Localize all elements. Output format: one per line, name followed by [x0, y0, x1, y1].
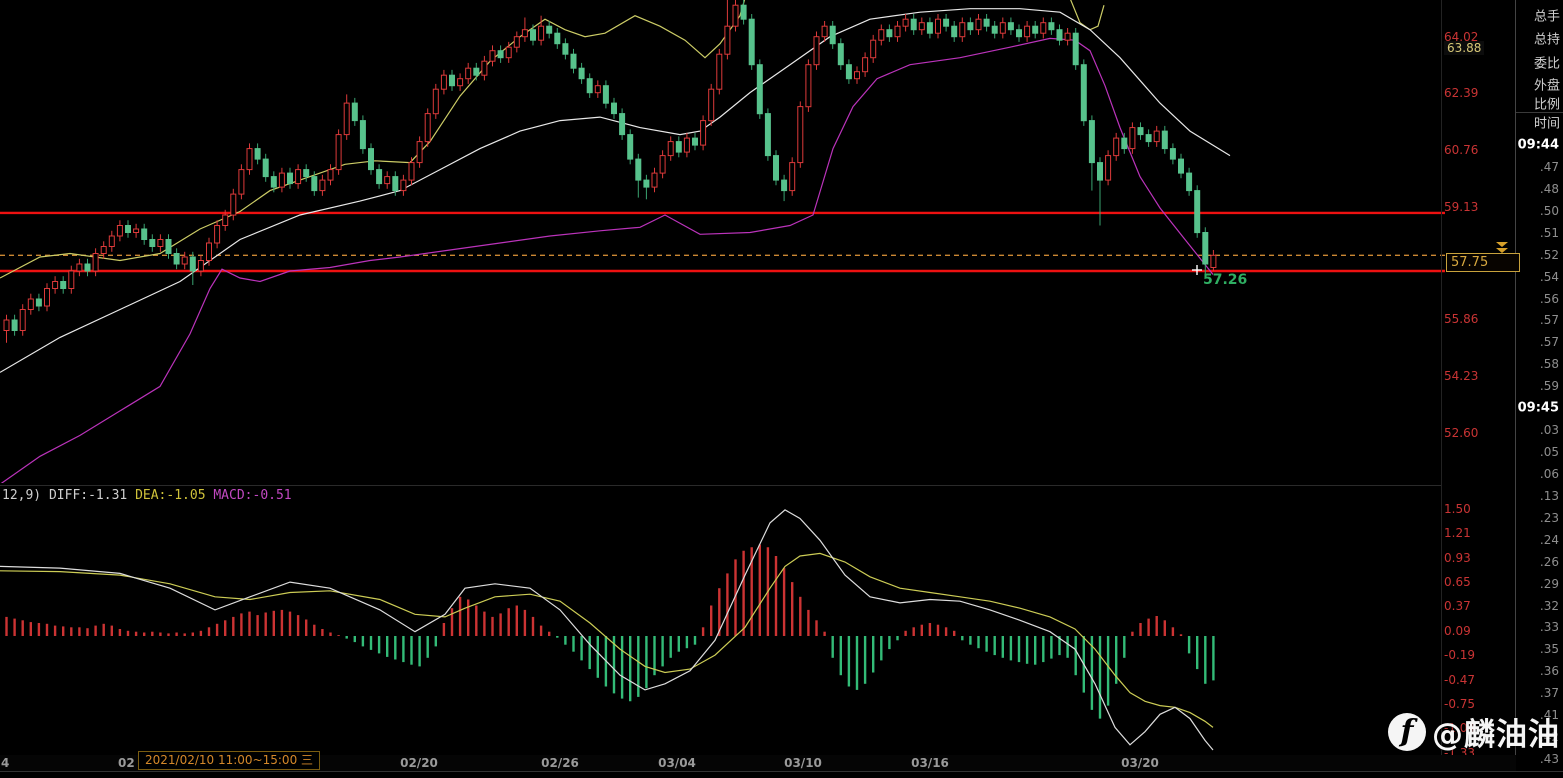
macd-params: 12,9): [2, 488, 42, 503]
tick-price-row: .43: [1539, 752, 1559, 767]
tick-price-row: .58: [1539, 357, 1559, 372]
tick-price-row: .48: [1539, 181, 1559, 196]
tick-price-row: .35: [1539, 642, 1559, 657]
watermark: f @麟油油: [1388, 709, 1560, 754]
crosshair-marker: [1192, 265, 1202, 275]
tick-price-row: .29: [1539, 576, 1559, 591]
tick-price-row: .06: [1539, 466, 1559, 481]
double-down-arrow-icon[interactable]: [1496, 242, 1508, 254]
main-price-chart[interactable]: [0, 0, 1445, 483]
tick-price-row: .41: [1539, 708, 1559, 723]
macd-indicator-chart[interactable]: [0, 505, 1445, 755]
macd-axis-label: 0.65: [1444, 575, 1471, 589]
tick-time-row: 09:45: [1517, 400, 1559, 416]
diff-value: DIFF:-1.31: [48, 488, 128, 503]
tick-price-row: .36: [1539, 664, 1559, 679]
tick-price-row: .42: [1539, 730, 1559, 745]
date-axis-label: 4: [1, 756, 10, 770]
tick-panel-header: 时间: [1533, 116, 1560, 132]
date-axis-label: 02/26: [541, 756, 579, 770]
tick-price-row: .54: [1539, 269, 1559, 284]
tick-price-row: .32: [1539, 598, 1559, 613]
tick-time-row: 09:44: [1517, 137, 1559, 153]
tick-price-row: .23: [1539, 510, 1559, 525]
macd-axis-label: -0.47: [1444, 673, 1476, 687]
tick-price-row: .26: [1539, 554, 1559, 569]
price-axis-label: 63.88: [1444, 41, 1485, 55]
app-logo-icon: f: [1388, 712, 1426, 751]
tick-trade-panel[interactable]: 总手总持委比外盘比例时间 09:44 .47 .48 .50 .51 .52 .54 .56 .5…: [1516, 0, 1563, 770]
datetime-tooltip: 2021/02/10 11:00~15:00 三: [138, 751, 321, 770]
pane-divider: [0, 485, 1441, 486]
axis-divider: [1441, 0, 1442, 755]
price-axis-label: 64.02: [1444, 30, 1479, 44]
date-axis-label: 03/10: [784, 756, 822, 770]
tick-panel-separator: [1516, 112, 1563, 113]
tick-price-row: .57: [1539, 335, 1559, 350]
macd-axis-label: 1.50: [1444, 502, 1471, 516]
macd-axis-label: -0.19: [1444, 648, 1476, 662]
tick-panel-header: 总持: [1533, 32, 1560, 48]
price-axis-label: 60.76: [1444, 143, 1479, 157]
tick-panel-divider: [1515, 0, 1516, 770]
macd-axis-label: 0.93: [1444, 551, 1471, 565]
price-axis-label: 52.60: [1444, 426, 1479, 440]
price-axis-label: 54.23: [1444, 369, 1479, 383]
date-axis-label: 02/20: [400, 756, 438, 770]
tick-price-row: .13: [1539, 488, 1559, 503]
date-axis-label: 03/04: [658, 756, 696, 770]
price-axis-label: 55.86: [1444, 312, 1479, 326]
bottom-strip: [0, 771, 1563, 778]
date-axis-label: 03/20: [1121, 756, 1159, 770]
tick-price-row: .05: [1539, 445, 1559, 460]
macd-header: 12,9) DIFF:-1.31 DEA:-1.05 MACD:-0.51: [2, 488, 292, 503]
date-axis-label: 03/16: [911, 756, 949, 770]
tick-price-row: .59: [1539, 379, 1559, 394]
tick-price-row: .24: [1539, 532, 1559, 547]
tick-price-row: .47: [1539, 159, 1559, 174]
tick-price-row: .33: [1539, 620, 1559, 635]
tick-price-row: .51: [1539, 225, 1559, 240]
macd-axis-label: 0.09: [1444, 624, 1471, 638]
date-axis-label: 02: [118, 756, 135, 770]
macd-axis-label: 1.21: [1444, 526, 1471, 540]
dea-value: DEA:-1.05: [135, 488, 206, 503]
session-low-label: 57.26: [1203, 272, 1248, 288]
macd-axis-label: -0.75: [1444, 697, 1476, 711]
tick-panel-header: 总手: [1533, 9, 1560, 25]
tick-price-row: .03: [1539, 423, 1559, 438]
tick-panel-header: 比例: [1533, 97, 1560, 113]
tick-price-row: .52: [1539, 247, 1559, 262]
macd-value: MACD:-0.51: [213, 488, 292, 503]
macd-axis-label: 0.37: [1444, 599, 1471, 613]
tick-price-row: .37: [1539, 686, 1559, 701]
macd-axis-label: -1.04: [1444, 721, 1476, 735]
last-price-box: 57.75: [1446, 253, 1520, 272]
tick-panel-header: 委比: [1533, 56, 1560, 72]
watermark-text: @麟油油: [1432, 717, 1560, 753]
price-axis-label: 59.13: [1444, 200, 1479, 214]
price-axis-label: 62.39: [1444, 86, 1479, 100]
tick-price-row: .57: [1539, 313, 1559, 328]
date-axis: 4 02 02/20 02/26 03/04 03/10 03/16 03/20: [0, 755, 1516, 771]
tick-panel-header: 外盘: [1533, 78, 1560, 94]
tick-price-row: .56: [1539, 291, 1559, 306]
tick-price-row: .50: [1539, 203, 1559, 218]
